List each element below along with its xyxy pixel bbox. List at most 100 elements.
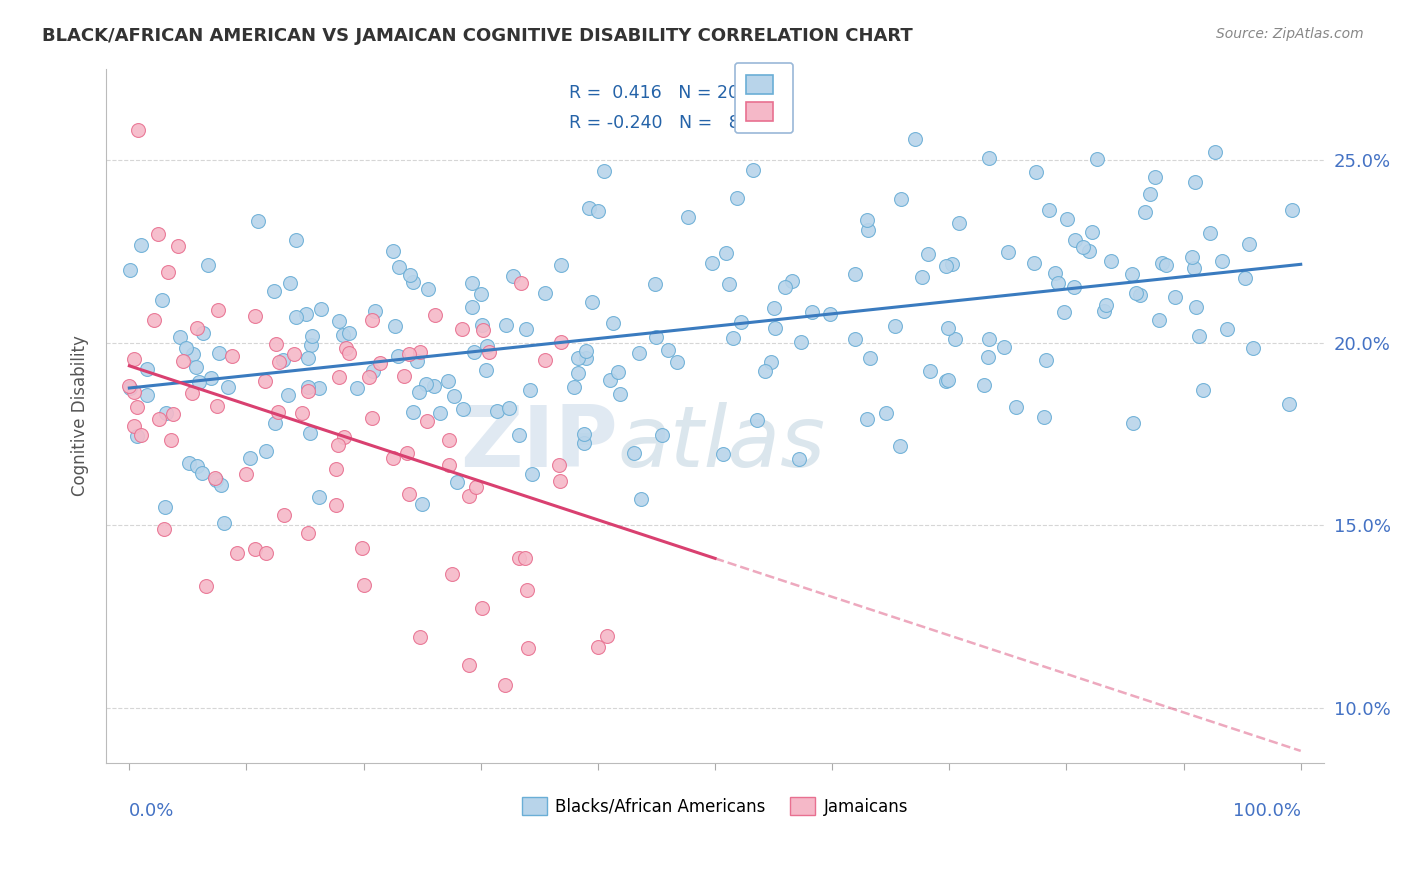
Point	[575, 351, 598, 366]
Point	[153, 500, 176, 514]
Point	[572, 427, 595, 442]
Point	[575, 344, 598, 359]
Point	[360, 313, 382, 327]
Point	[181, 347, 204, 361]
Point	[508, 427, 530, 442]
Point	[118, 378, 141, 392]
Point	[1099, 254, 1122, 268]
Point	[1233, 270, 1256, 285]
Point	[295, 307, 318, 321]
Point	[263, 284, 285, 298]
Point	[477, 339, 499, 353]
Point	[918, 364, 941, 378]
Point	[1063, 280, 1085, 294]
Point	[398, 347, 420, 361]
Point	[478, 344, 501, 359]
Point	[395, 446, 418, 460]
Point	[1092, 304, 1115, 318]
Point	[277, 388, 299, 402]
Point	[207, 303, 229, 318]
Point	[350, 541, 373, 555]
Point	[363, 364, 385, 378]
Point	[332, 327, 354, 342]
Legend: Blacks/African Americans, Jamaicans: Blacks/African Americans, Jamaicans	[513, 789, 917, 824]
Point	[609, 387, 631, 401]
Point	[125, 428, 148, 442]
Text: BLACK/AFRICAN AMERICAN VS JAMAICAN COGNITIVE DISABILITY CORRELATION CHART: BLACK/AFRICAN AMERICAN VS JAMAICAN COGNI…	[42, 27, 912, 45]
Text: Source: ZipAtlas.com: Source: ZipAtlas.com	[1216, 27, 1364, 41]
Point	[516, 641, 538, 656]
Point	[973, 378, 995, 392]
Point	[993, 340, 1015, 354]
Point	[644, 277, 666, 291]
Point	[471, 318, 494, 333]
Point	[129, 238, 152, 252]
Point	[1150, 256, 1173, 270]
Point	[938, 373, 960, 387]
Point	[1184, 261, 1206, 276]
Point	[1216, 322, 1239, 336]
Point	[858, 351, 880, 366]
Point	[1156, 258, 1178, 272]
Point	[1032, 409, 1054, 424]
Point	[567, 351, 589, 365]
Point	[460, 276, 482, 290]
Point	[409, 630, 432, 644]
Text: R = -0.240   N =   81: R = -0.240 N = 81	[569, 114, 751, 132]
Point	[333, 430, 356, 444]
Point	[1064, 233, 1087, 247]
Point	[856, 222, 879, 236]
Point	[1147, 312, 1170, 326]
Point	[162, 407, 184, 421]
Point	[172, 353, 194, 368]
Point	[186, 458, 208, 473]
Point	[212, 516, 235, 530]
Point	[567, 366, 589, 380]
Point	[273, 352, 295, 367]
Point	[239, 451, 262, 466]
Point	[253, 374, 276, 388]
Point	[875, 406, 897, 420]
Point	[384, 319, 406, 334]
Point	[458, 657, 481, 672]
Point	[328, 438, 350, 452]
Point	[186, 359, 208, 374]
Text: R =  0.416   N = 200: R = 0.416 N = 200	[569, 84, 749, 102]
Point	[516, 582, 538, 597]
Point	[883, 318, 905, 333]
Point	[217, 380, 239, 394]
Point	[415, 377, 437, 392]
Point	[328, 314, 350, 328]
Point	[471, 601, 494, 615]
Point	[408, 384, 430, 399]
Point	[572, 436, 595, 450]
Point	[416, 414, 439, 428]
Point	[1025, 165, 1047, 179]
Point	[409, 345, 432, 359]
Point	[495, 318, 517, 332]
Point	[1056, 212, 1078, 227]
Point	[562, 380, 585, 394]
Point	[254, 443, 277, 458]
Point	[509, 276, 531, 290]
Point	[997, 244, 1019, 259]
Point	[337, 326, 360, 341]
Point	[204, 471, 226, 485]
Point	[308, 491, 330, 505]
Point	[645, 330, 668, 344]
Point	[463, 344, 485, 359]
Point	[581, 294, 603, 309]
Point	[1241, 341, 1264, 355]
Point	[1071, 240, 1094, 254]
Point	[204, 473, 226, 487]
Point	[665, 355, 688, 369]
Point	[1191, 383, 1213, 397]
Point	[550, 334, 572, 349]
Point	[186, 320, 208, 334]
Point	[297, 384, 319, 398]
Point	[226, 546, 249, 560]
Point	[443, 389, 465, 403]
Point	[844, 332, 866, 346]
Point	[381, 244, 404, 258]
Point	[1164, 290, 1187, 304]
